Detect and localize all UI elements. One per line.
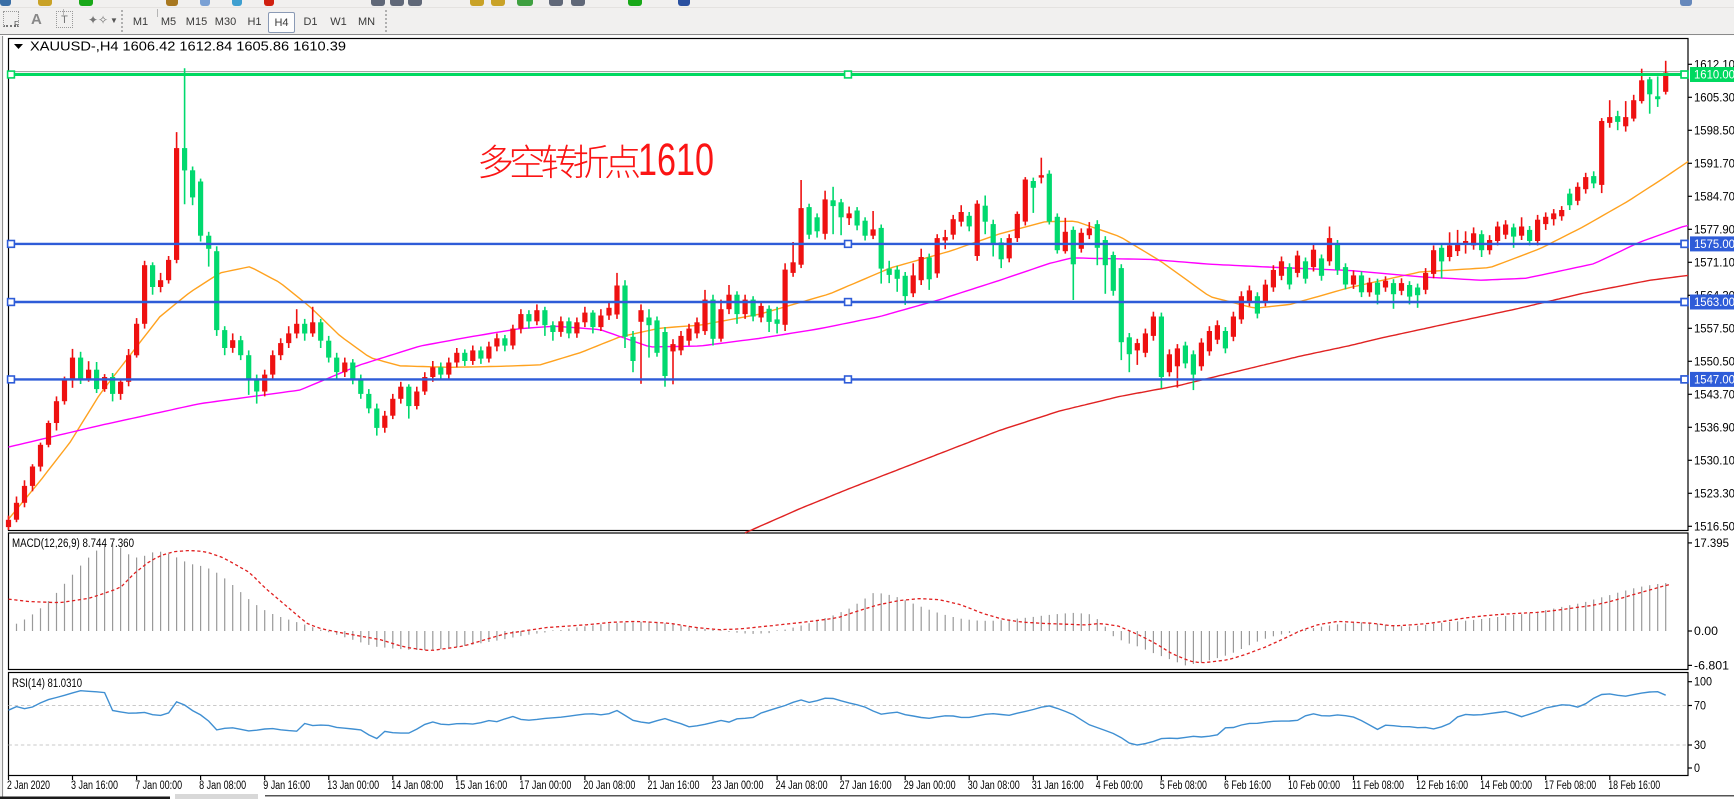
svg-text:30: 30 xyxy=(1694,740,1706,752)
svg-text:-6.801: -6.801 xyxy=(1694,660,1729,672)
svg-text:13 Jan 00:00: 13 Jan 00:00 xyxy=(327,780,379,792)
svg-text:17.395: 17.395 xyxy=(1694,538,1729,550)
svg-text:70: 70 xyxy=(1694,701,1706,713)
svg-text:17 Feb 08:00: 17 Feb 08:00 xyxy=(1544,780,1596,792)
svg-text:0.00: 0.00 xyxy=(1694,626,1718,638)
svg-text:10 Feb 00:00: 10 Feb 00:00 xyxy=(1288,780,1340,792)
svg-text:18 Feb 16:00: 18 Feb 16:00 xyxy=(1608,780,1660,792)
svg-text:1543.70: 1543.70 xyxy=(1694,389,1734,401)
svg-text:14 Feb 00:00: 14 Feb 00:00 xyxy=(1480,780,1532,792)
svg-text:1571.10: 1571.10 xyxy=(1694,257,1734,269)
svg-text:XAUUSD-,H4 1606.42 1612.84 16: XAUUSD-,H4 1606.42 1612.84 1605.86 1610.… xyxy=(30,39,346,54)
svg-text:1610.00: 1610.00 xyxy=(1694,70,1734,82)
svg-text:11 Feb 08:00: 11 Feb 08:00 xyxy=(1352,780,1404,792)
svg-text:1563.00: 1563.00 xyxy=(1694,297,1734,309)
svg-text:30 Jan 08:00: 30 Jan 08:00 xyxy=(968,780,1020,792)
svg-text:12 Feb 16:00: 12 Feb 16:00 xyxy=(1416,780,1468,792)
svg-text:4 Feb 00:00: 4 Feb 00:00 xyxy=(1096,780,1143,792)
svg-text:3 Jan 16:00: 3 Jan 16:00 xyxy=(71,780,118,792)
svg-text:21 Jan 16:00: 21 Jan 16:00 xyxy=(648,780,700,792)
svg-text:1575.00: 1575.00 xyxy=(1694,239,1734,251)
svg-text:100: 100 xyxy=(1694,677,1712,689)
svg-text:2 Jan 2020: 2 Jan 2020 xyxy=(7,780,50,792)
svg-text:0: 0 xyxy=(1694,763,1700,775)
svg-text:27 Jan 16:00: 27 Jan 16:00 xyxy=(840,780,892,792)
svg-text:MACD(12,26,9) 8.744 7.360: MACD(12,26,9) 8.744 7.360 xyxy=(12,538,134,550)
svg-text:1516.50: 1516.50 xyxy=(1694,521,1734,533)
svg-text:14 Jan 08:00: 14 Jan 08:00 xyxy=(391,780,443,792)
svg-text:20 Jan 08:00: 20 Jan 08:00 xyxy=(583,780,635,792)
svg-text:23 Jan 00:00: 23 Jan 00:00 xyxy=(712,780,764,792)
svg-text:8 Jan 08:00: 8 Jan 08:00 xyxy=(199,780,246,792)
svg-text:1591.70: 1591.70 xyxy=(1694,158,1734,170)
svg-text:1577.90: 1577.90 xyxy=(1694,224,1734,236)
svg-text:1605.30: 1605.30 xyxy=(1694,92,1734,104)
svg-text:6 Feb 16:00: 6 Feb 16:00 xyxy=(1224,780,1271,792)
svg-text:1547.00: 1547.00 xyxy=(1694,375,1734,387)
svg-text:1523.30: 1523.30 xyxy=(1694,488,1734,500)
svg-text:1536.90: 1536.90 xyxy=(1694,422,1734,434)
svg-text:1557.50: 1557.50 xyxy=(1694,323,1734,335)
svg-text:1530.10: 1530.10 xyxy=(1694,455,1734,467)
svg-text:1610: 1610 xyxy=(638,134,714,185)
svg-text:17 Jan 00:00: 17 Jan 00:00 xyxy=(519,780,571,792)
svg-text:1598.50: 1598.50 xyxy=(1694,125,1734,137)
svg-text:1550.50: 1550.50 xyxy=(1694,356,1734,368)
svg-text:RSI(14) 81.0310: RSI(14) 81.0310 xyxy=(12,678,82,690)
svg-text:7 Jan 00:00: 7 Jan 00:00 xyxy=(135,780,182,792)
svg-text:9 Jan 16:00: 9 Jan 16:00 xyxy=(263,780,310,792)
svg-text:1584.70: 1584.70 xyxy=(1694,191,1734,203)
svg-text:15 Jan 16:00: 15 Jan 16:00 xyxy=(455,780,507,792)
svg-text:5 Feb 08:00: 5 Feb 08:00 xyxy=(1160,780,1207,792)
svg-text:29 Jan 00:00: 29 Jan 00:00 xyxy=(904,780,956,792)
svg-text:31 Jan 16:00: 31 Jan 16:00 xyxy=(1032,780,1084,792)
svg-text:24 Jan 08:00: 24 Jan 08:00 xyxy=(776,780,828,792)
